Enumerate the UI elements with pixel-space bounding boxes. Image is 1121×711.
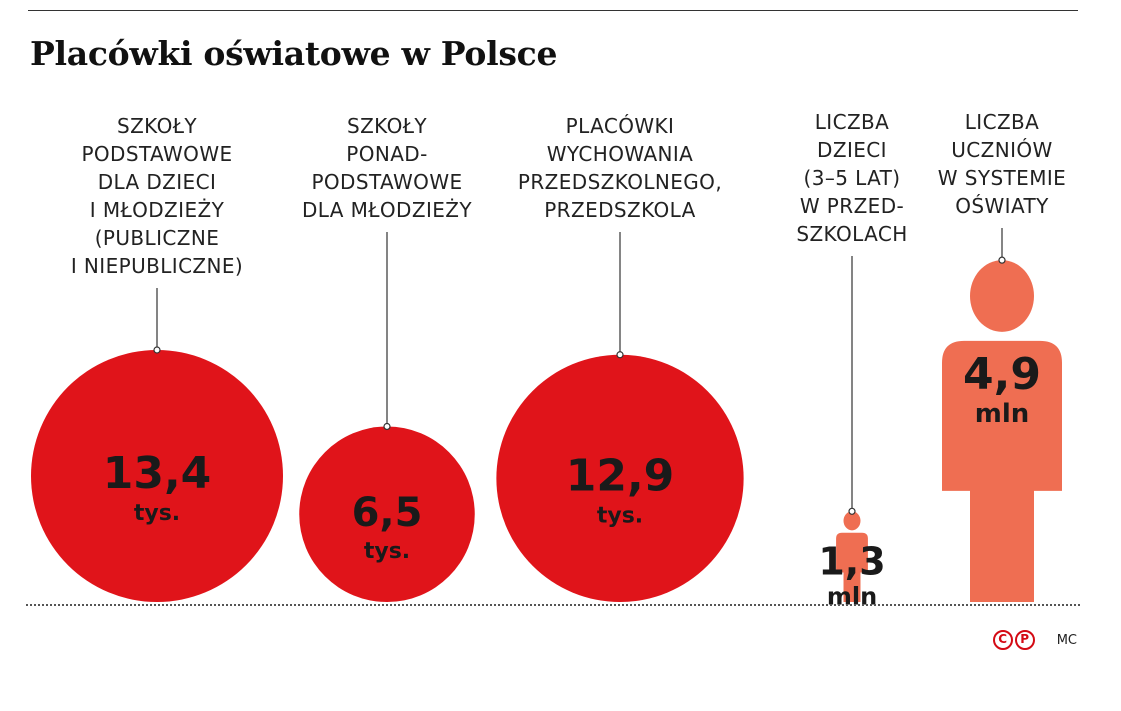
unit-label: tys. bbox=[134, 501, 180, 526]
category-label-line: DZIECI bbox=[817, 138, 887, 162]
person-head bbox=[843, 511, 861, 531]
category-label-line: DLA MŁODZIEŻY bbox=[301, 198, 473, 222]
logo-letter: P bbox=[1014, 630, 1035, 650]
category-label-line: PLACÓWKI bbox=[565, 114, 675, 138]
category-label-line: DLA DZIECI bbox=[97, 170, 217, 194]
category-label-line: PONAD- bbox=[346, 142, 428, 166]
category-label-line: PRZEDSZKOLA bbox=[544, 198, 696, 222]
category-label-line: SZKOLACH bbox=[796, 222, 908, 246]
top-rule bbox=[28, 10, 1078, 11]
leader-dot bbox=[153, 346, 161, 354]
value-label: 4,9 bbox=[963, 349, 1041, 400]
author-credit: MC bbox=[1056, 632, 1077, 648]
category-label: SZKOŁY PODSTAWOWE DLA DZIECI I MŁODZIEŻY (PU… bbox=[37, 112, 277, 280]
leader-dot bbox=[616, 351, 624, 359]
value-label: 13,4 bbox=[103, 448, 212, 499]
chart-title: Placówki oświatowe w Polsce bbox=[30, 34, 558, 73]
category-label: PLACÓWKI WYCHOWANIA PRZEDSZKOLNEGO, PRZEDSZ… bbox=[500, 112, 740, 224]
person-body bbox=[836, 532, 868, 602]
leader-dot bbox=[998, 256, 1006, 264]
category-label-line: UCZNIÓW bbox=[951, 138, 1053, 162]
category-label-line: OŚWIATY bbox=[955, 194, 1049, 218]
leader-dot bbox=[848, 507, 856, 515]
category-label: LICZBA UCZNIÓW W SYSTEMIE OŚWIATY bbox=[882, 108, 1121, 220]
value-label: 12,9 bbox=[566, 450, 675, 501]
category-label-line: SZKOŁY bbox=[116, 114, 198, 138]
category-label-line: LICZBA bbox=[814, 110, 890, 134]
category-label: LICZBA DZIECI (3–5 LAT) W PRZED- SZKOLACH bbox=[732, 108, 972, 248]
baseline-dotted bbox=[26, 604, 1080, 606]
category-label: SZKOŁY PONAD- PODSTAWOWE DLA MŁODZIEŻY bbox=[267, 112, 507, 224]
person-figure bbox=[942, 260, 1062, 602]
value-circle bbox=[299, 426, 475, 602]
category-label-line: W PRZED- bbox=[799, 194, 905, 218]
person-head bbox=[970, 260, 1034, 332]
category-label-line: SZKOŁY bbox=[346, 114, 428, 138]
logo-letter: C bbox=[992, 630, 1013, 650]
value-label: 6,5 bbox=[352, 490, 423, 536]
category-label-line: I NIEPUBLICZNE) bbox=[70, 254, 244, 278]
person-body bbox=[942, 340, 1062, 602]
value-circle bbox=[496, 354, 744, 602]
category-label-line: PRZEDSZKOLNEGO, bbox=[517, 170, 723, 194]
category-label-line: PODSTAWOWE bbox=[81, 142, 233, 166]
unit-label: tys. bbox=[597, 503, 643, 528]
category-label-line: W SYSTEMIE bbox=[937, 166, 1067, 190]
leader-dot bbox=[383, 422, 391, 431]
unit-label: mln bbox=[827, 583, 877, 611]
category-label-line: WYCHOWANIA bbox=[546, 142, 694, 166]
person-figure bbox=[836, 511, 868, 602]
category-label-line: I MŁODZIEŻY bbox=[89, 198, 225, 222]
category-label-line: LICZBA bbox=[964, 110, 1040, 134]
value-label: 1,3 bbox=[818, 540, 885, 584]
publisher-logo: C P bbox=[992, 630, 1035, 650]
unit-label: tys. bbox=[364, 539, 410, 564]
value-circle bbox=[31, 350, 283, 602]
category-label-line: PODSTAWOWE bbox=[311, 170, 463, 194]
footer: C P MC bbox=[992, 630, 1077, 650]
unit-label: mln bbox=[975, 399, 1030, 429]
category-label-line: (PUBLICZNE bbox=[94, 226, 220, 250]
category-label-line: (3–5 LAT) bbox=[803, 166, 901, 190]
